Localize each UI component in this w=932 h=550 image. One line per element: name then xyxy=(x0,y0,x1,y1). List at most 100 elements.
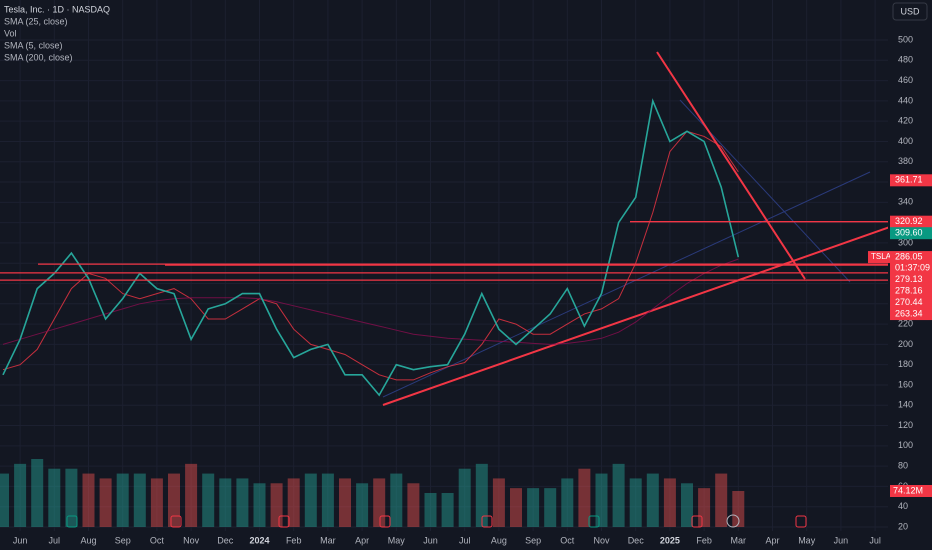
axis-layer: 2040608010012014016018020022024026028030… xyxy=(13,34,932,545)
price-label-bg xyxy=(890,251,932,264)
earnings-marker xyxy=(66,515,78,528)
volume-bar xyxy=(0,473,9,527)
y-tick-label: 140 xyxy=(898,400,913,410)
y-tick-label: 80 xyxy=(898,461,908,471)
volume-bar xyxy=(732,490,745,527)
y-tick-label: 440 xyxy=(898,95,913,105)
earnings-marker xyxy=(481,515,493,528)
volume-bar xyxy=(48,468,61,527)
volume-bar xyxy=(441,493,454,527)
volume-bar xyxy=(646,473,659,527)
volume-bar xyxy=(14,463,27,527)
volume-bar xyxy=(133,473,146,527)
x-tick-label: Jul xyxy=(869,535,881,545)
volume-bar xyxy=(116,473,129,527)
price-label: 278.16 xyxy=(895,285,923,295)
volume-bar xyxy=(65,468,78,527)
volume-bar xyxy=(612,463,625,527)
legend-entry: SMA (25, close) xyxy=(4,16,68,26)
countdown: 01:37:09 xyxy=(895,262,930,272)
earnings-marker xyxy=(379,515,391,528)
currency: USD xyxy=(900,6,920,16)
volume-label: 74.12M xyxy=(893,485,923,495)
price-label-bg xyxy=(890,296,932,309)
trend-line xyxy=(656,51,806,280)
volume-bar xyxy=(629,478,642,527)
earnings-marker xyxy=(278,515,290,528)
x-tick-label: May xyxy=(798,535,816,545)
x-tick-label: Jun xyxy=(13,535,28,545)
volume-bar xyxy=(424,493,437,527)
volume-label-bg xyxy=(890,484,932,497)
price-label-bg xyxy=(890,308,932,321)
x-tick-label: Dec xyxy=(217,535,234,545)
time-axis xyxy=(0,531,932,550)
x-tick-label: Nov xyxy=(183,535,200,545)
symbol-tag-bg xyxy=(868,251,890,264)
volume-bar xyxy=(527,488,540,527)
earnings-marker xyxy=(795,515,807,528)
volume-bar xyxy=(287,478,300,527)
legend-entry: SMA (5, close) xyxy=(4,40,63,50)
volume-bar xyxy=(253,483,266,527)
price-label: 361.71 xyxy=(895,175,923,185)
volume-bar xyxy=(339,478,351,527)
price-label-bg xyxy=(890,285,932,298)
volume-bar xyxy=(544,488,557,527)
price-label-bg xyxy=(890,174,932,187)
volume-bar xyxy=(390,473,403,527)
volume-layer xyxy=(0,459,745,527)
x-tick-label: May xyxy=(388,535,406,545)
volume-bar xyxy=(475,463,488,527)
x-tick-label: Mar xyxy=(731,535,747,545)
y-tick-label: 160 xyxy=(898,379,913,389)
volume-bar xyxy=(663,478,676,527)
x-tick-label: Jun xyxy=(834,535,849,545)
currency-box[interactable] xyxy=(892,2,928,21)
price-label: 286.05 xyxy=(895,251,923,261)
countdown-bg xyxy=(890,262,932,275)
volume-bar xyxy=(168,473,180,527)
price-label-bg xyxy=(890,273,932,286)
x-tick-label: Jul xyxy=(459,535,471,545)
x-tick-label: Nov xyxy=(593,535,610,545)
volume-bar xyxy=(304,473,317,527)
y-tick-label: 120 xyxy=(898,420,913,430)
price-label: 309.60 xyxy=(895,228,923,238)
y-tick-label: 200 xyxy=(898,339,913,349)
volume-bar xyxy=(150,478,163,527)
y-tick-label: 40 xyxy=(898,501,908,511)
x-tick-label: 2024 xyxy=(249,535,269,545)
grid xyxy=(0,0,888,531)
legend-entry: SMA (200, close) xyxy=(4,52,73,62)
x-tick-label: Jun xyxy=(423,535,438,545)
trend-line xyxy=(382,171,871,398)
trend-line xyxy=(382,226,891,406)
y-tick-label: 420 xyxy=(898,116,913,126)
x-tick-label: Mar xyxy=(320,535,336,545)
x-tick-label: Sep xyxy=(115,535,131,545)
y-tick-label: 480 xyxy=(898,55,913,65)
y-tick-label: 20 xyxy=(898,521,908,531)
indicator-line xyxy=(2,258,739,345)
y-tick-label: 180 xyxy=(898,359,913,369)
drawings xyxy=(382,51,891,406)
volume-bar xyxy=(321,473,334,527)
dividend-marker xyxy=(726,514,740,528)
y-tick-label: 220 xyxy=(898,318,913,328)
price-label: 270.44 xyxy=(895,297,923,307)
x-tick-label: Feb xyxy=(696,535,712,545)
volume-bar xyxy=(595,473,608,527)
x-tick-label: Dec xyxy=(628,535,645,545)
y-tick-label: 380 xyxy=(898,156,913,166)
price-label: 279.13 xyxy=(895,274,923,284)
y-tick-label: 400 xyxy=(898,136,913,146)
earnings-marker xyxy=(588,515,600,528)
volume-bar xyxy=(715,473,728,527)
volume-bar xyxy=(561,478,574,527)
x-tick-label: Feb xyxy=(286,535,302,545)
x-tick-label: Aug xyxy=(491,535,507,545)
x-tick-label: Sep xyxy=(525,535,541,545)
volume-bar xyxy=(270,483,283,527)
